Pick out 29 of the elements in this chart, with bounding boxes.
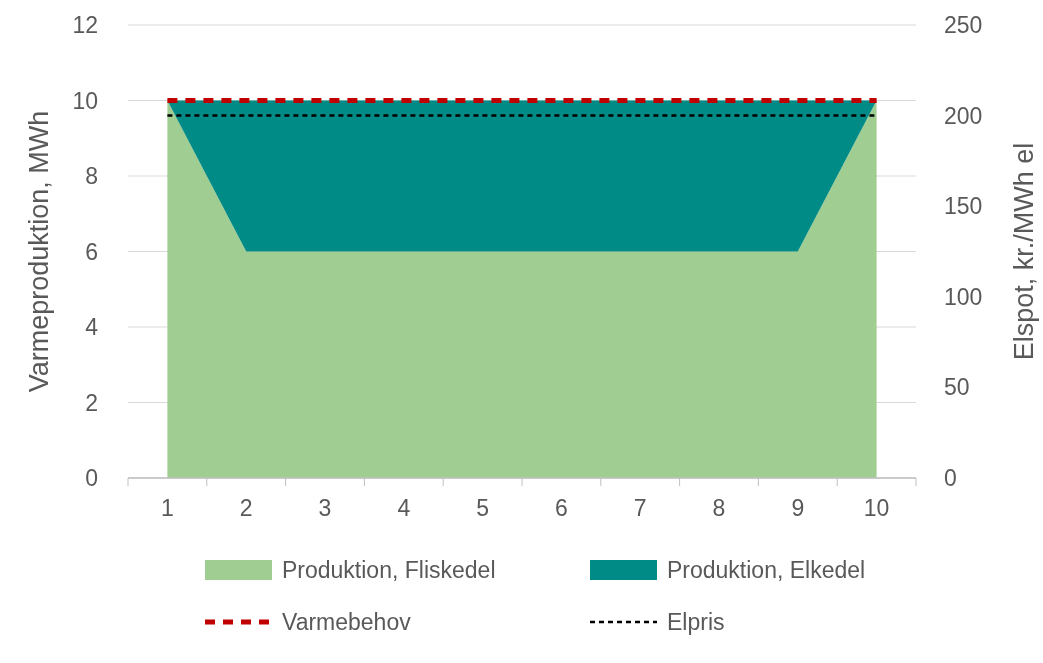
- y2-tick-label: 250: [944, 12, 983, 39]
- y2-tick-label: 0: [944, 465, 957, 492]
- x-tick-label: 5: [476, 495, 489, 521]
- x-tick-label: 6: [555, 495, 568, 521]
- y2-tick-label: 200: [944, 102, 983, 129]
- y-tick-label: 8: [85, 163, 98, 190]
- x-tick-label: 7: [633, 495, 647, 521]
- y2-tick-label: 100: [944, 283, 983, 310]
- x-tick-label: 10: [863, 495, 890, 521]
- y-tick-label: 0: [85, 465, 98, 492]
- y-tick-label: 12: [72, 12, 98, 39]
- x-tick-label: 8: [712, 495, 726, 521]
- x-tick-label: 9: [791, 495, 805, 521]
- y-axis-title: Varmeproduktion, MWh: [24, 110, 54, 393]
- legend-label: Elpris: [667, 609, 725, 636]
- x-tick-label: 3: [318, 495, 332, 521]
- y2-axis-title: Elspot, kr./MWh el: [1009, 142, 1039, 361]
- legend-label: Varmebehov: [282, 609, 412, 636]
- x-tick-label: 1: [161, 495, 174, 521]
- x-tick-label: 4: [397, 495, 411, 521]
- legend-label: Produktion, Elkedel: [667, 557, 866, 584]
- x-tick-label: 2: [239, 495, 253, 521]
- legend-label: Produktion, Fliskedel: [282, 557, 496, 584]
- y2-tick-label: 50: [944, 374, 970, 401]
- y-tick-label: 6: [85, 238, 98, 265]
- y-tick-label: 10: [72, 87, 98, 114]
- y2-tick-label: 150: [944, 193, 983, 220]
- y-tick-label: 2: [85, 389, 98, 416]
- y-tick-label: 4: [85, 314, 99, 341]
